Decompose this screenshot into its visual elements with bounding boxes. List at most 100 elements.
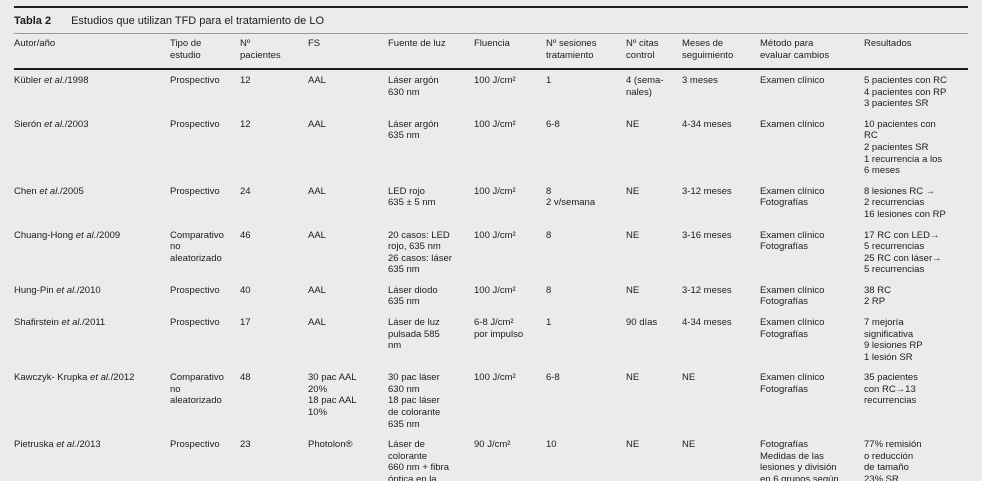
table-cell: Examen clínico Fotografías: [760, 185, 825, 209]
author-etal: et al.: [75, 229, 97, 241]
table-cell: Láser argón 630 nm: [388, 75, 439, 98]
author-name: Chuang-Hong: [14, 229, 76, 241]
table-cell: 90 días: [626, 316, 658, 328]
table-cell: 12: [240, 118, 251, 130]
table-cell: 6-8 J/cm² por impulso: [474, 316, 524, 340]
author-name: Kawczyk- Krupka: [14, 372, 91, 384]
table-row: Shafirstein et al./2011 Prospectivo 17 AAL L…: [14, 317, 968, 372]
table-cell: NE: [626, 185, 640, 197]
table-cell: 3-12 meses: [682, 284, 732, 296]
table-cell: 23: [240, 439, 251, 451]
table-cell: 46: [240, 229, 251, 241]
table-cell: 100 J/cm²: [474, 75, 516, 87]
table-cell: 8 2 v/semana: [546, 185, 596, 209]
table-cell: 90 J/cm²: [474, 439, 511, 451]
table-cell: Examen clínico Fotografías: [760, 372, 825, 395]
table-row: Chuang-Hong et al./2009 Comparativo no al…: [14, 230, 968, 285]
table-row: Chen et al./2005 Prospectivo 24 AAL LED rojo…: [14, 186, 968, 230]
table-cell: Fotografías Medidas de las lesiones y di…: [760, 439, 839, 481]
author-cell: Pietruska et al./2013: [14, 439, 170, 481]
column-header: Meses de seguimiento: [682, 34, 760, 71]
author-name: Kübler: [14, 75, 45, 87]
table-cell: 100 J/cm²: [474, 372, 516, 384]
table-cell: 100 J/cm²: [474, 118, 516, 130]
column-header: Nº citas control: [626, 34, 682, 71]
table-cell: LED rojo 635 ± 5 nm: [388, 185, 436, 209]
table-header: Autor/año Tipo de estudio Nº pacientes FS Fu…: [14, 34, 968, 71]
table-cell: Comparativo no aleatorizado: [170, 229, 224, 264]
table-cell: 40: [240, 284, 251, 296]
column-header: Nº sesiones tratamiento: [546, 34, 626, 71]
table-row: Sierón et al./2003 Prospectivo 12 AAL Láser …: [14, 119, 968, 186]
table-cell: 6-8: [546, 118, 560, 130]
table-cell: NE: [682, 439, 696, 451]
table-cell: 3 meses: [682, 75, 718, 87]
table-cell: AAL: [308, 118, 326, 130]
author-name: Pietruska: [14, 439, 57, 451]
author-name: Shafirstein: [14, 316, 62, 328]
table-cell: AAL: [308, 75, 326, 87]
column-header: Resultados: [864, 34, 968, 71]
table-cell: 8 lesiones RC → 2 recurrencias 16 lesion…: [864, 185, 946, 220]
table-cell: 35 pacientes con RC→13 recurrencias: [864, 372, 918, 407]
table-cell: 7 mejoría significativa 9 lesiones RP 1 …: [864, 316, 923, 363]
column-header: Fuente de luz: [388, 34, 474, 71]
column-header: Método para evaluar cambios: [760, 34, 864, 71]
table-cell: 10 pacientes con RC 2 pacientes SR 1 rec…: [864, 118, 943, 177]
table-row: Pietruska et al./2013 Prospectivo 23 Photol…: [14, 439, 968, 481]
author-cell: Chen et al./2005: [14, 186, 170, 230]
table-cell: 48: [240, 372, 251, 384]
table-cell: 38 RC 2 RP: [864, 284, 891, 308]
table-cell: 6-8: [546, 372, 560, 384]
top-rule: [14, 6, 968, 8]
table-cell: Examen clínico: [760, 118, 825, 130]
author-etal: et al.: [56, 439, 77, 451]
table-cell: NE: [626, 229, 640, 241]
author-cell: Sierón et al./2003: [14, 119, 170, 186]
header-row: Autor/año Tipo de estudio Nº pacientes FS Fu…: [14, 34, 968, 71]
author-cell: Hung-Pin et al./2010: [14, 285, 170, 317]
author-year: /2010: [76, 284, 101, 296]
table-cell: 4-34 meses: [682, 118, 732, 130]
table-cell: 1: [546, 75, 552, 87]
author-cell: Kawczyk- Krupka et al./2012: [14, 372, 170, 439]
author-etal: et al.: [39, 185, 60, 197]
author-year: /2011: [82, 316, 106, 328]
table-cell: 8: [546, 229, 552, 241]
table-cell: Photolon®: [308, 439, 353, 451]
table-cell: 1: [546, 316, 552, 328]
author-year: /2013: [76, 439, 101, 451]
table-cell: NE: [626, 439, 640, 451]
table-cell: 12: [240, 75, 251, 87]
table-cell: 4-34 meses: [682, 316, 732, 328]
table-caption: Estudios que utilizan TFD para el tratam…: [71, 15, 325, 27]
table-cell: AAL: [308, 185, 326, 197]
table-cell: 30 pac láser 630 nm 18 pac láser de colo…: [388, 372, 441, 430]
table-cell: 20 casos: LED rojo, 635 nm 26 casos: lás…: [388, 229, 452, 276]
table-cell: NE: [626, 372, 640, 384]
column-header: FS: [308, 34, 388, 71]
table-cell: Láser de luz pulsada 585 nm: [388, 316, 440, 352]
table-cell: Comparativo no aleatorizado: [170, 372, 224, 407]
author-etal: et al.: [44, 75, 65, 87]
table-cell: Examen clínico Fotografías: [760, 316, 825, 340]
table-cell: Examen clínico: [760, 75, 825, 87]
author-etal: et al.: [44, 118, 65, 130]
table-row: Hung-Pin et al./2010 Prospectivo 40 AAL Láse…: [14, 285, 968, 317]
table-cell: Láser diodo 635 nm: [388, 284, 438, 308]
author-name: Chen: [14, 185, 40, 197]
table-row: Kawczyk- Krupka et al./2012 Comparativo n…: [14, 372, 968, 439]
table-title: Tabla 2 Estudios que utilizan TFD para el…: [14, 13, 968, 34]
table-cell: 5 pacientes con RC 4 pacientes con RP 3 …: [864, 75, 947, 110]
author-etal: et al.: [56, 284, 77, 296]
table-cell: AAL: [308, 316, 326, 328]
table-cell: Prospectivo: [170, 316, 220, 328]
table-cell: Láser argón 635 nm: [388, 118, 439, 142]
author-etal: et al.: [90, 372, 111, 384]
column-header: Tipo de estudio: [170, 34, 240, 71]
author-year: /1998: [64, 75, 89, 87]
table-cell: Examen clínico Fotografías: [760, 229, 825, 253]
table-cell: NE: [626, 284, 640, 296]
table-cell: Prospectivo: [170, 118, 220, 130]
